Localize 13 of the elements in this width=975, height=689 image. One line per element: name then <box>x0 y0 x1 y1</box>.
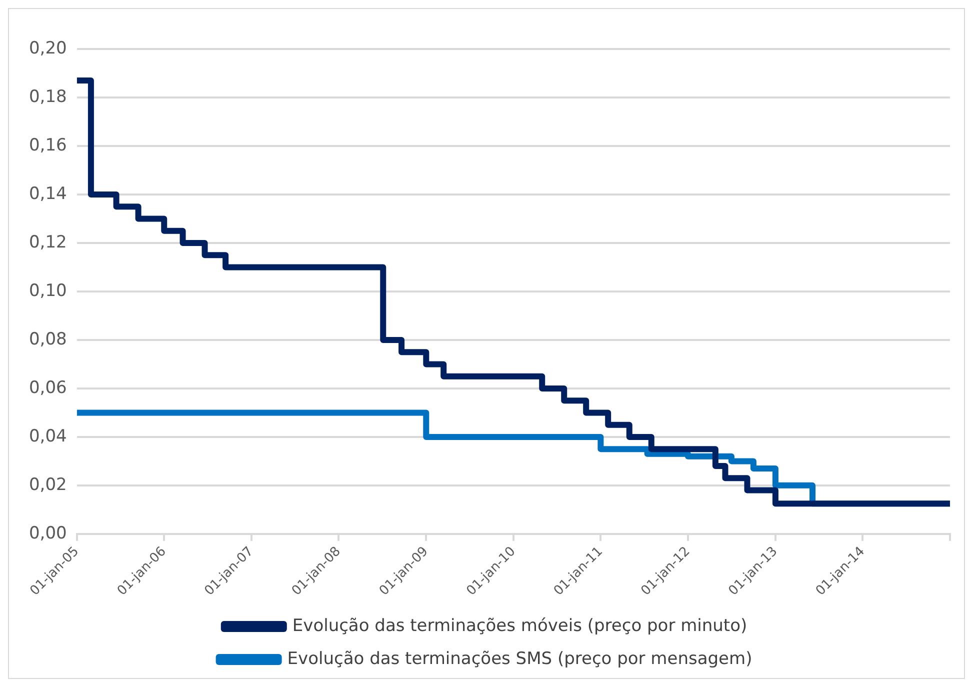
y-tick-label: 0,08 <box>28 329 67 350</box>
legend-label: Evolução das terminações móveis (preço por minuto) <box>292 616 748 636</box>
y-tick-label: 0,06 <box>28 378 67 398</box>
y-tick-label: 0,12 <box>28 232 67 252</box>
y-tick-label: 0,10 <box>28 280 67 301</box>
legend-label: Evolução das terminações SMS (preço por mensagem) <box>287 648 752 669</box>
y-tick-label: 0,20 <box>28 38 67 58</box>
y-tick-label: 0,14 <box>28 184 67 204</box>
y-tick-label: 0,16 <box>28 135 67 156</box>
y-tick-label: 0,04 <box>28 426 67 446</box>
y-tick-label: 0,00 <box>28 523 67 544</box>
y-tick-label: 0,18 <box>28 86 67 107</box>
y-tick-label: 0,02 <box>28 474 67 495</box>
